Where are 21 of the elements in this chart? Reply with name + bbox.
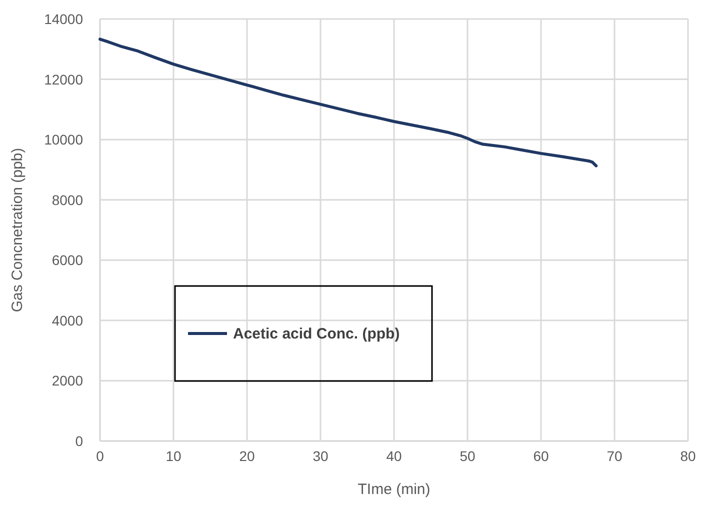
y-tick-label: 14000	[44, 11, 84, 27]
x-tick-label: 20	[239, 448, 255, 464]
x-tick-label: 0	[96, 448, 104, 464]
line-series	[98, 38, 598, 168]
x-axis-title: TIme (min)	[358, 481, 430, 498]
y-tick-label: 10000	[44, 132, 84, 148]
y-tick-label: 12000	[44, 71, 84, 88]
y-tick-label: 2000	[52, 372, 84, 389]
x-tick-label: 30	[312, 448, 328, 464]
y-tick-label: 0	[75, 433, 84, 449]
x-tick-label: 40	[386, 448, 402, 464]
x-tick-label: 10	[166, 448, 182, 464]
x-tick-label: 80	[680, 448, 696, 464]
y-axis-title: Gas Concnetration (ppb)	[9, 148, 26, 312]
legend-label: Acetic acid Conc. (ppb)	[233, 326, 400, 342]
y-tick-label: 8000	[52, 192, 84, 208]
x-tick-label: 50	[460, 448, 476, 464]
x-tick-label: 60	[533, 448, 549, 464]
y-tick-label: 6000	[52, 252, 84, 268]
y-tick-label: 4000	[52, 312, 84, 328]
x-tick-label: 70	[606, 448, 622, 464]
